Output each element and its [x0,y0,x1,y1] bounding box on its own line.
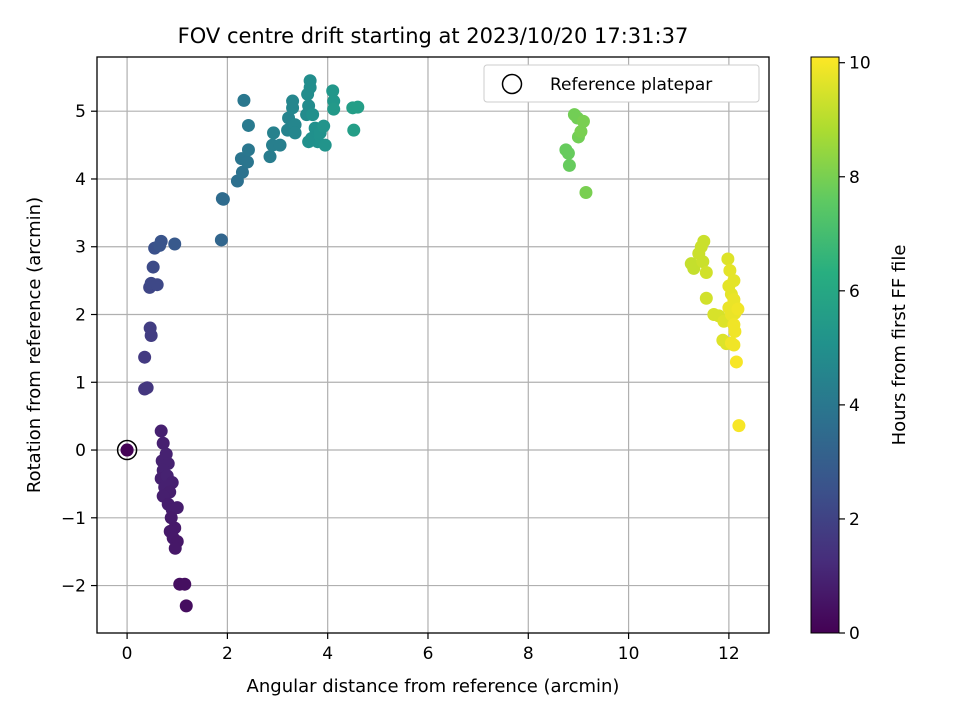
chart-title: FOV centre drift starting at 2023/10/20 … [178,24,689,48]
y-tick-label: 0 [75,441,86,461]
data-point [576,114,590,128]
data-point [154,234,168,248]
data-point [562,158,576,172]
data-point [687,261,701,275]
data-point [696,255,710,269]
data-point [263,150,277,164]
data-point [288,126,302,140]
x-tick-label: 6 [423,644,434,664]
data-point [721,252,735,266]
data-point [164,511,178,525]
data-point [241,143,255,157]
data-point [241,118,255,132]
y-tick-label: 1 [75,373,86,393]
data-point [302,135,316,149]
x-tick-label: 0 [122,644,133,664]
data-point [178,577,192,591]
colorbar-tick-label: 2 [849,510,860,530]
data-point [347,123,361,137]
data-point [240,155,254,169]
colorbar-tick-label: 10 [849,54,871,74]
data-point [574,125,588,139]
data-point [351,100,365,114]
data-point [286,94,300,108]
x-tick-label: 2 [222,644,233,664]
y-axis-label: Rotation from reference (arcmin) [24,197,45,493]
legend-marker-reference [501,73,523,95]
data-point [579,186,593,200]
data-point [731,302,745,316]
data-point [699,265,713,279]
y-tick-label: 2 [75,306,86,326]
x-tick-label: 8 [523,644,534,664]
data-point [729,355,743,369]
x-tick-label: 12 [718,644,740,664]
colorbar-tick-label: 6 [849,282,860,302]
data-point [327,102,341,116]
data-point [150,278,164,292]
y-tick-label: 4 [75,170,86,190]
data-point [732,419,746,433]
data-point [156,436,170,450]
data-point [267,126,281,140]
y-tick-label: 3 [75,238,86,258]
data-point [170,501,184,515]
data-point [235,165,249,179]
data-point [303,74,317,88]
data-point [728,324,742,338]
data-point [727,338,741,352]
colorbar-tick-label: 0 [849,624,860,644]
grid-lines [97,57,769,633]
y-tick-label: 5 [75,102,86,122]
data-point [138,350,152,364]
y-axis-ticks: −2 −1 0 1 2 3 4 5 [61,102,97,597]
reference-platepar-marker [116,439,138,461]
y-tick-label: −2 [61,577,86,597]
colorbar-tick-label: 8 [849,168,860,188]
x-tick-label: 4 [322,644,333,664]
data-point [727,274,741,288]
data-point [120,443,134,457]
scatter-points [120,74,746,613]
legend: Reference platepar [483,64,760,103]
colorbar-tick-label: 4 [849,396,860,416]
data-point [146,260,160,274]
data-point [216,192,230,206]
x-tick-label: 10 [618,644,640,664]
data-point [140,381,154,395]
data-point [168,541,182,555]
x-axis-ticks: 0 2 4 6 8 10 12 [122,633,740,664]
data-point [273,138,287,152]
data-point [317,119,331,133]
data-point [561,146,575,160]
colorbar-label: Hours from first FF file [889,245,910,446]
data-point [143,321,157,335]
y-tick-label: −1 [61,509,86,529]
legend-label-reference: Reference platepar [550,75,712,95]
colorbar-gradient [810,56,840,634]
plot-frame [96,56,770,634]
data-point [306,108,320,122]
legend-box [483,64,760,103]
data-point [326,84,340,98]
data-point [699,291,713,305]
data-point [237,93,251,107]
data-point [318,138,332,152]
reference-ring [116,439,138,461]
data-point [168,237,182,251]
x-axis-label: Angular distance from reference (arcmin) [247,676,620,697]
colorbar-ticks: 0 2 4 6 8 10 [839,54,871,644]
data-point [723,263,737,277]
data-point [214,233,228,247]
data-point [697,234,711,248]
colorbar: 0 2 4 6 8 10 Hours from first FF file [810,54,910,644]
data-point [154,424,168,438]
plot-area [97,57,769,633]
data-point [179,599,193,613]
